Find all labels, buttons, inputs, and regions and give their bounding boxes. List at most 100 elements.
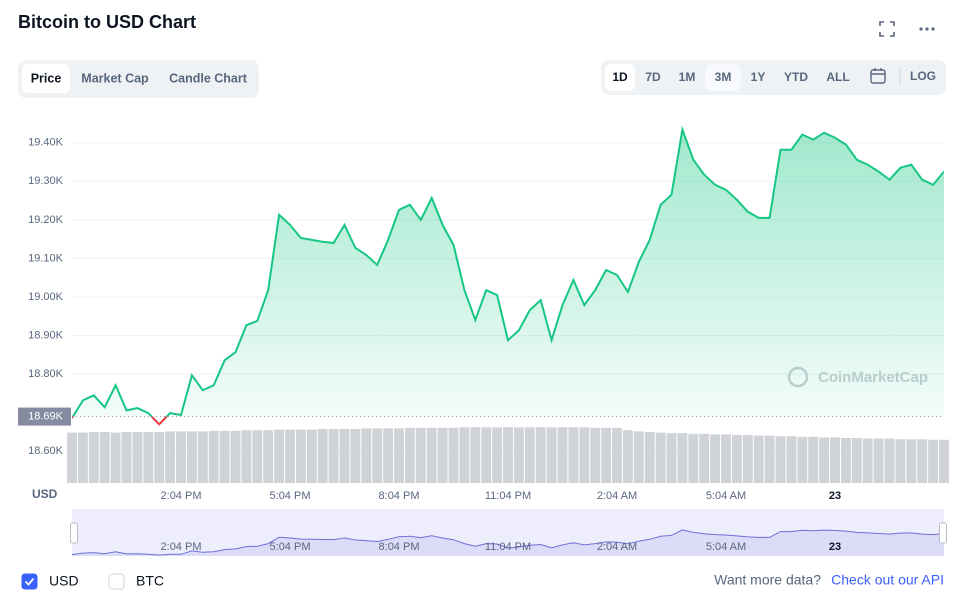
tab[interactable]: Price <box>31 71 62 85</box>
volume-bar <box>208 430 219 483</box>
volume-bar <box>67 432 77 483</box>
volume-bar <box>906 439 917 483</box>
checkbox[interactable] <box>108 573 125 590</box>
navigator-tick-label: 2:04 PM <box>161 541 202 553</box>
range-button[interactable]: 1M <box>679 70 696 84</box>
volume-bar <box>819 437 830 483</box>
volume-bar <box>372 428 383 483</box>
volume-bar <box>154 432 165 483</box>
volume-bar <box>470 427 481 483</box>
volume-bar <box>633 431 644 483</box>
navigator-tick-label: 5:04 AM <box>706 541 746 553</box>
volume-bar <box>895 439 906 483</box>
volume-bar <box>285 429 295 483</box>
volume-bar <box>459 427 470 483</box>
x-tick-label: 5:04 AM <box>706 490 746 502</box>
x-tick-label: 23 <box>829 490 841 502</box>
range-button[interactable]: 7D <box>645 70 661 84</box>
volume-bar <box>274 429 285 483</box>
volume-bar <box>928 439 939 483</box>
chart-title: Bitcoin to USD Chart <box>18 12 196 32</box>
volume-bar <box>939 439 949 483</box>
volume-bar <box>851 438 862 483</box>
range-button[interactable]: 1D <box>612 70 628 84</box>
volume-bar <box>644 432 655 483</box>
x-tick-label: 5:04 PM <box>270 490 311 502</box>
y-tick-label: 19.40K <box>28 137 64 149</box>
volume-bar <box>622 430 633 483</box>
volume-bar <box>121 432 132 483</box>
x-tick-label: 11:04 PM <box>485 490 531 502</box>
volume-bar <box>917 439 928 483</box>
navigator-area <box>72 529 944 556</box>
volume-bar <box>426 427 437 483</box>
navigator-tick-label: 11:04 PM <box>485 541 531 553</box>
volume-bar <box>230 430 241 483</box>
y-tick-label: 18.90K <box>28 329 64 341</box>
volume-bar <box>721 434 731 483</box>
volume-bar <box>404 427 415 483</box>
price-area <box>72 129 944 417</box>
volume-bar <box>612 427 622 483</box>
volume-bar <box>710 434 721 483</box>
reference-badge <box>18 407 71 426</box>
volume-bar <box>110 432 121 483</box>
footer-link[interactable]: Check out our API <box>831 572 944 588</box>
volume-bar <box>579 427 590 483</box>
y-tick-label: 19.00K <box>28 291 64 303</box>
volume-bar <box>492 427 503 483</box>
volume-bar <box>448 427 459 483</box>
volume-bar <box>437 427 448 483</box>
reference-label: 18.69K <box>28 410 64 422</box>
log-button[interactable]: LOG <box>910 69 936 83</box>
volume-bar <box>176 431 186 483</box>
volume-bar <box>742 435 753 483</box>
volume-bar <box>415 427 426 483</box>
volume-bar <box>77 432 88 483</box>
fullscreen-icon[interactable] <box>879 21 895 37</box>
volume-bar <box>840 438 851 483</box>
y-tick-label: 19.30K <box>28 175 64 187</box>
price-line <box>72 125 944 417</box>
navigator-handle[interactable] <box>939 522 947 544</box>
checkbox[interactable] <box>21 573 38 590</box>
range-button[interactable]: YTD <box>784 70 808 84</box>
navigator-tick-label: 2:04 AM <box>597 541 637 553</box>
volume-bar <box>830 437 840 483</box>
y-tick-label: 19.10K <box>28 252 64 264</box>
range-button[interactable]: 3M <box>715 70 732 84</box>
footer-prompt: Want more data? <box>714 572 821 588</box>
volume-bar <box>524 427 535 483</box>
volume-bar <box>481 427 492 483</box>
range-button[interactable]: ALL <box>826 70 849 84</box>
volume-bar <box>165 431 176 483</box>
volume-bar <box>655 432 666 483</box>
tab[interactable]: Market Cap <box>81 71 149 85</box>
tab[interactable]: Candle Chart <box>169 71 248 85</box>
navigator-handle[interactable] <box>70 522 78 544</box>
more-icon[interactable] <box>919 27 935 31</box>
x-tick-label: 2:04 PM <box>161 490 202 502</box>
volume-bar <box>197 431 208 483</box>
volume-bar <box>252 430 263 483</box>
volume-bar <box>241 430 252 483</box>
tab-active-bg <box>22 64 70 93</box>
volume-bar <box>88 432 99 483</box>
volume-bar <box>666 433 677 483</box>
calendar-icon[interactable] <box>870 68 886 84</box>
x-tick-label: 2:04 AM <box>597 490 637 502</box>
volume-bar <box>568 427 579 483</box>
checkbox-label: BTC <box>136 573 164 589</box>
volume-bar <box>557 427 568 483</box>
range-bar <box>601 60 946 95</box>
volume-bar <box>132 432 143 483</box>
y-tick-label: 18.80K <box>28 368 64 380</box>
volume-bar <box>546 427 557 483</box>
range-button[interactable]: 1Y <box>751 70 766 84</box>
volume-bar <box>317 429 328 483</box>
navigator-tick-label: 8:04 PM <box>379 541 420 553</box>
volume-bar <box>339 429 350 483</box>
volume-bar <box>328 429 339 483</box>
navigator-line <box>71 529 945 556</box>
